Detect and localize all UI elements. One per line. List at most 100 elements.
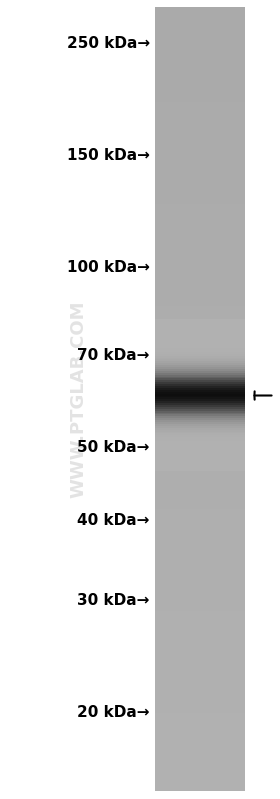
Bar [155, 344, 245, 352]
Bar [155, 15, 245, 24]
Bar [155, 555, 245, 564]
Bar [155, 304, 245, 313]
Bar [155, 419, 245, 422]
Bar [155, 172, 245, 181]
Bar [155, 336, 245, 344]
Text: 50 kDa→: 50 kDa→ [78, 440, 150, 455]
Bar [155, 402, 245, 405]
Bar [155, 352, 245, 360]
Bar [155, 396, 245, 400]
Bar [155, 376, 245, 379]
Bar [155, 455, 245, 458]
Bar [155, 712, 245, 721]
Bar [155, 368, 245, 371]
Bar [155, 203, 245, 212]
Bar [155, 156, 245, 165]
Bar [155, 356, 245, 360]
Bar [155, 414, 245, 416]
Bar [155, 324, 245, 328]
Bar [155, 432, 245, 435]
Text: 250 kDa→: 250 kDa→ [67, 37, 150, 51]
Bar [155, 359, 245, 361]
Bar [155, 328, 245, 337]
Bar [155, 465, 245, 467]
Bar [155, 345, 245, 348]
Bar [155, 407, 245, 415]
Bar [155, 378, 245, 380]
Bar [155, 372, 245, 375]
Bar [155, 211, 245, 220]
Bar [155, 430, 245, 439]
Bar [155, 265, 245, 274]
Bar [155, 297, 245, 305]
Bar [155, 782, 245, 791]
Bar [155, 93, 245, 102]
Bar [155, 665, 245, 674]
Bar [155, 431, 245, 433]
Bar [155, 289, 245, 298]
Bar [155, 408, 245, 411]
Bar [155, 423, 245, 426]
Bar [155, 586, 245, 595]
Bar [155, 743, 245, 752]
Bar [155, 461, 245, 470]
Bar [155, 469, 245, 471]
Bar [155, 415, 245, 423]
Bar [155, 219, 245, 227]
Bar [155, 399, 245, 401]
Bar [155, 62, 245, 70]
Bar [155, 384, 245, 386]
Bar [155, 673, 245, 682]
Bar [155, 404, 245, 407]
Bar [155, 634, 245, 642]
Bar [155, 334, 245, 336]
Bar [155, 341, 245, 344]
Bar [155, 435, 245, 437]
Bar [155, 195, 245, 204]
Bar [155, 234, 245, 243]
Bar [155, 391, 245, 400]
Bar [155, 650, 245, 658]
Bar [155, 330, 245, 333]
Bar [155, 381, 245, 384]
Text: 40 kDa→: 40 kDa→ [78, 514, 150, 528]
Bar [155, 689, 245, 697]
Bar [155, 70, 245, 78]
Bar [155, 344, 245, 346]
Bar [155, 720, 245, 729]
Bar [155, 516, 245, 525]
Bar [155, 242, 245, 251]
Bar [155, 493, 245, 501]
Bar [155, 411, 245, 415]
Bar [155, 563, 245, 572]
Bar [155, 427, 245, 430]
Bar [155, 393, 245, 396]
Bar [155, 46, 245, 55]
Bar [155, 578, 245, 587]
Bar [155, 477, 245, 486]
Bar [155, 125, 245, 133]
Bar [155, 524, 245, 533]
Bar [155, 571, 245, 579]
Bar [155, 389, 245, 392]
Bar [155, 281, 245, 290]
Bar [155, 78, 245, 86]
Bar [155, 364, 245, 367]
Bar [155, 117, 245, 125]
Bar [155, 425, 245, 427]
Bar [155, 618, 245, 626]
Bar [155, 461, 245, 463]
Bar [155, 391, 245, 394]
Bar [155, 626, 245, 634]
Bar [155, 319, 245, 321]
Bar [155, 187, 245, 196]
Bar [155, 355, 245, 358]
Bar [155, 500, 245, 509]
Bar [155, 312, 245, 321]
Bar [155, 360, 245, 364]
Bar [155, 446, 245, 449]
Bar [155, 133, 245, 141]
Bar [155, 539, 245, 548]
Bar [155, 681, 245, 690]
Bar [155, 469, 245, 478]
